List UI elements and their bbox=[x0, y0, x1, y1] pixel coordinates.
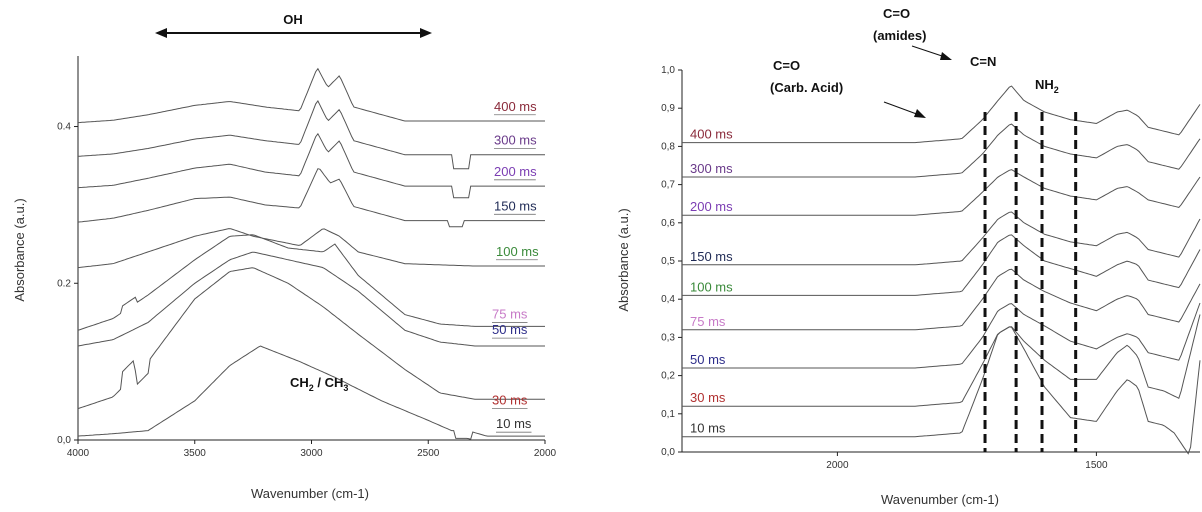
spectrum-trace-150ms bbox=[77, 168, 545, 228]
spectrum-trace-400ms bbox=[682, 85, 1201, 144]
y-tick-label: 0,0 bbox=[57, 435, 71, 446]
y-tick-label: 0,7 bbox=[661, 180, 675, 191]
left-x-axis-label: Wavenumber (cm-1) bbox=[251, 486, 369, 501]
y-tick-label: 0,9 bbox=[661, 103, 675, 114]
spectrum-trace-300ms bbox=[77, 100, 545, 170]
y-tick-label: 0,8 bbox=[661, 141, 675, 152]
left-y-axis-label: Absorbance (a.u.) bbox=[12, 198, 27, 301]
x-tick-label: 1500 bbox=[1085, 460, 1108, 471]
spectrum-trace-50ms bbox=[77, 251, 545, 347]
series-label-400ms: 400 ms bbox=[690, 127, 733, 142]
right-ticks: 0,0 0,1 0,2 0,3 0,4 0,5 0,6 0,7 0,8 0,9 1,0 2000 150… bbox=[661, 65, 1108, 471]
series-label-75ms: 75 ms bbox=[690, 314, 726, 329]
series-label-100ms: 100 ms bbox=[496, 244, 539, 259]
y-tick-label: 0,0 bbox=[661, 447, 675, 458]
left-panel-chart: 0,0 0.2 0.4 4000 3500 3000 2500 2000 10 ms 30 ms… bbox=[12, 12, 557, 501]
series-label-200ms: 200 ms bbox=[690, 199, 733, 214]
series-label-100ms: 100 ms bbox=[690, 279, 733, 294]
right-panel-chart: 0,0 0,1 0,2 0,3 0,4 0,5 0,6 0,7 0,8 0,9 1,0 2000 150… bbox=[616, 6, 1201, 507]
ch-annotation: CH2 / CH3 bbox=[290, 375, 348, 393]
right-x-axis-label: Wavenumber (cm-1) bbox=[881, 492, 999, 507]
x-tick-label: 3500 bbox=[184, 448, 207, 459]
spectrum-trace-30ms bbox=[77, 267, 545, 410]
series-label-150ms: 150 ms bbox=[690, 249, 733, 264]
series-label-150ms: 150 ms bbox=[494, 198, 537, 213]
co-amides-annotation-line2: (amides) bbox=[873, 28, 926, 43]
y-tick-label: 0,6 bbox=[661, 218, 675, 229]
y-tick-label: 0.4 bbox=[57, 122, 71, 133]
series-label-30ms: 30 ms bbox=[690, 390, 726, 405]
oh-arrow-head-left bbox=[155, 28, 167, 38]
series-label-10ms: 10 ms bbox=[496, 416, 532, 431]
x-tick-label: 3000 bbox=[300, 448, 323, 459]
spectrum-trace-200ms bbox=[682, 169, 1201, 216]
series-label-200ms: 200 ms bbox=[494, 164, 537, 179]
oh-annotation: OH bbox=[283, 12, 303, 27]
y-tick-label: 0,1 bbox=[661, 409, 675, 420]
y-tick-label: 0,2 bbox=[661, 371, 675, 382]
right-y-axis-label: Absorbance (a.u.) bbox=[616, 208, 631, 311]
co-amides-annotation-line1: C=O bbox=[883, 6, 910, 21]
right-band-markers bbox=[983, 112, 1078, 452]
y-tick-label: 1,0 bbox=[661, 65, 675, 76]
x-tick-label: 2500 bbox=[417, 448, 440, 459]
series-label-50ms: 50 ms bbox=[492, 322, 528, 337]
series-label-50ms: 50 ms bbox=[690, 352, 726, 367]
x-tick-label: 2000 bbox=[826, 460, 849, 471]
co-amides-arrow-head bbox=[940, 52, 952, 60]
series-label-10ms: 10 ms bbox=[690, 421, 726, 436]
spectrum-trace-10ms bbox=[682, 326, 1201, 455]
series-label-30ms: 30 ms bbox=[492, 393, 528, 408]
spectrum-trace-30ms bbox=[682, 314, 1201, 407]
series-label-75ms: 75 ms bbox=[492, 306, 528, 321]
y-tick-label: 0.2 bbox=[57, 278, 71, 289]
spectrum-trace-100ms bbox=[77, 228, 545, 269]
left-ticks: 0,0 0.2 0.4 4000 3500 3000 2500 2000 bbox=[57, 122, 556, 459]
right-traces bbox=[682, 85, 1201, 455]
y-tick-label: 0,4 bbox=[661, 294, 675, 305]
co-carb-acid-annotation-line1: C=O bbox=[773, 58, 800, 73]
spectrum-trace-150ms bbox=[682, 211, 1201, 266]
spectrum-trace-75ms bbox=[682, 268, 1201, 331]
x-tick-label: 2000 bbox=[534, 448, 557, 459]
spectrum-trace-300ms bbox=[682, 123, 1201, 178]
spectrum-trace-400ms bbox=[77, 67, 545, 124]
spectrum-trace-50ms bbox=[682, 302, 1201, 369]
left-traces bbox=[77, 67, 545, 440]
spectrum-trace-100ms bbox=[682, 234, 1201, 296]
spectrum-trace-10ms bbox=[77, 345, 545, 440]
y-tick-label: 0,5 bbox=[661, 256, 675, 267]
co-carb-acid-annotation-line2: (Carb. Acid) bbox=[770, 80, 843, 95]
spectrum-trace-200ms bbox=[77, 132, 545, 199]
spectrum-trace-75ms bbox=[77, 234, 545, 331]
series-label-400ms: 400 ms bbox=[494, 99, 537, 114]
x-tick-label: 4000 bbox=[67, 448, 90, 459]
series-label-300ms: 300 ms bbox=[690, 161, 733, 176]
series-label-300ms: 300 ms bbox=[494, 132, 537, 147]
right-series-labels: 10 ms 30 ms 50 ms 75 ms 100 ms 150 ms 200 ms 30… bbox=[690, 127, 733, 436]
nh2-annotation: NH2 bbox=[1035, 77, 1059, 95]
oh-arrow-head-right bbox=[420, 28, 432, 38]
y-tick-label: 0,3 bbox=[661, 332, 675, 343]
co-carb-acid-arrow-head bbox=[914, 109, 926, 118]
cn-annotation: C=N bbox=[970, 54, 996, 69]
